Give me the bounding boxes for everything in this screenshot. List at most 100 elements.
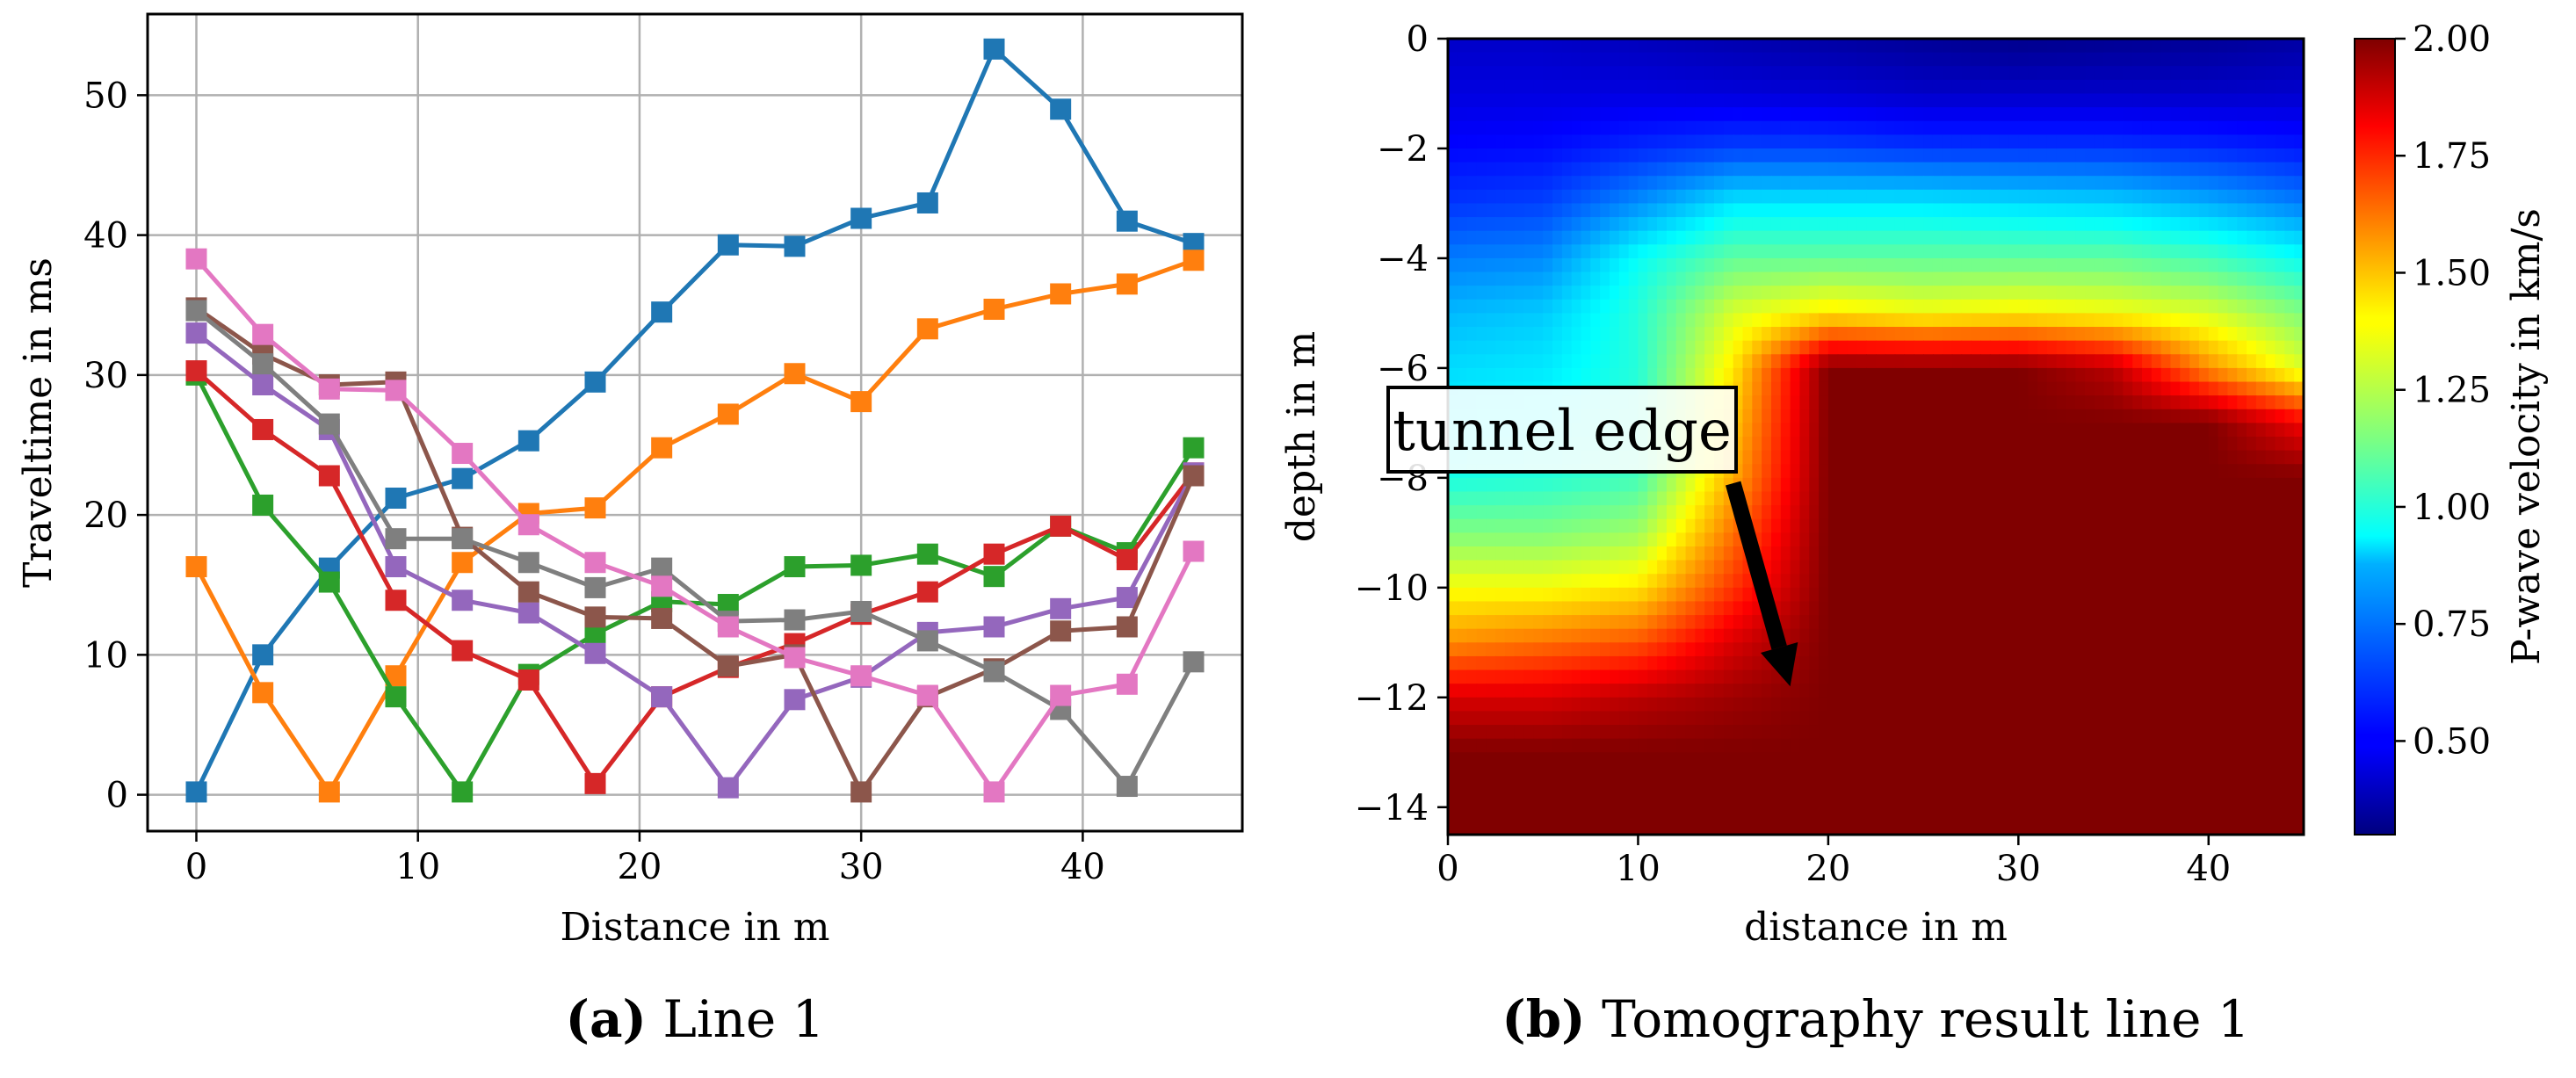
heatmap-cell	[1827, 148, 1839, 163]
heatmap-cell	[2037, 628, 2048, 644]
heatmap-cell	[1523, 532, 1535, 547]
heatmap-cell	[1600, 491, 1610, 506]
heatmap-cell	[1780, 340, 1791, 356]
heatmap-cell	[1980, 477, 1991, 493]
heatmap-cell	[1837, 464, 1849, 479]
heatmap-cell	[1552, 697, 1563, 713]
heatmap-cell	[1989, 669, 2001, 684]
heatmap-cell	[2094, 327, 2105, 342]
heatmap-cell	[1609, 518, 1620, 534]
heatmap-cell	[1618, 120, 1630, 136]
heatmap-cell	[1466, 642, 1478, 657]
heatmap-cell	[2247, 560, 2257, 575]
heatmap-cell	[1466, 711, 1478, 726]
heatmap-cell	[1543, 52, 1553, 68]
heatmap-cell	[2123, 148, 2133, 163]
heatmap-cell	[1600, 189, 1610, 205]
heatmap-cell	[1714, 271, 1725, 286]
heatmap-cell	[1914, 546, 1924, 561]
heatmap-cell	[1837, 669, 1849, 684]
heatmap-cell	[1504, 642, 1516, 657]
data-point	[185, 322, 207, 344]
heatmap-cell	[1876, 327, 1886, 342]
heatmap-cell	[2085, 134, 2095, 149]
heatmap-cell	[1980, 628, 1991, 644]
heatmap-cell	[1466, 697, 1478, 713]
heatmap-cell	[1752, 189, 1762, 205]
heatmap-cell	[2028, 257, 2038, 273]
heatmap-cell	[1876, 532, 1886, 547]
heatmap-cell	[1914, 120, 1924, 136]
heatmap-cell	[1590, 162, 1601, 177]
heatmap-cell	[1457, 217, 1468, 232]
heatmap-cell	[1894, 327, 1906, 342]
heatmap-cell	[1866, 628, 1877, 644]
heatmap-cell	[2208, 271, 2219, 286]
heatmap-cell	[2132, 52, 2143, 68]
heatmap-cell	[1561, 148, 1573, 163]
heatmap-cell	[1932, 574, 1943, 589]
heatmap-cell	[1675, 148, 1687, 163]
heatmap-cell	[2008, 203, 2020, 218]
heatmap-cell	[1723, 560, 1734, 575]
heatmap-cell	[2075, 244, 2086, 259]
data-point	[385, 487, 407, 509]
heatmap-cell	[1904, 313, 1915, 328]
heatmap-cell	[1951, 367, 1963, 383]
heatmap-cell	[1590, 738, 1601, 754]
heatmap-cell	[1504, 313, 1516, 328]
heatmap-cell	[1971, 574, 1981, 589]
heatmap-cell	[1847, 642, 1858, 657]
heatmap-cell	[1476, 711, 1487, 726]
heatmap-cell	[1448, 52, 1458, 68]
heatmap-cell	[1980, 230, 1991, 246]
heatmap-cell	[1590, 286, 1601, 300]
heatmap-cell	[2151, 217, 2162, 232]
heatmap-cell	[1971, 313, 1981, 328]
heatmap-cell	[1723, 546, 1734, 561]
heatmap-cell	[1504, 354, 1516, 369]
heatmap-cell	[1780, 615, 1791, 630]
heatmap-cell	[1609, 257, 1620, 273]
heatmap-cell	[1581, 340, 1592, 356]
heatmap-cell	[2170, 340, 2182, 356]
heatmap-cell	[2132, 518, 2143, 534]
heatmap-cell	[1561, 230, 1573, 246]
heatmap-cell	[1600, 642, 1610, 657]
heatmap-cell	[2037, 39, 2048, 54]
heatmap-cell	[1448, 642, 1458, 657]
heatmap-cell	[1980, 340, 1991, 356]
heatmap-cell	[1609, 189, 1620, 205]
heatmap-cell	[2284, 711, 2295, 726]
heatmap-cell	[2170, 244, 2182, 259]
heatmap-cell	[1533, 655, 1545, 671]
heatmap-cell	[1876, 244, 1886, 259]
heatmap-cell	[1476, 79, 1487, 95]
heatmap-cell	[1961, 367, 1972, 383]
heatmap-cell	[2085, 230, 2095, 246]
heatmap-cell	[2037, 66, 2048, 81]
heatmap-cell	[1799, 93, 1811, 108]
heatmap-cell	[2151, 313, 2162, 328]
heatmap-cell	[1904, 286, 1915, 300]
heatmap-cell	[1799, 684, 1811, 698]
heatmap-cell	[2180, 546, 2190, 561]
heatmap-cell	[1762, 518, 1772, 534]
heatmap-cell	[1923, 189, 1934, 205]
heatmap-cell	[1609, 217, 1620, 232]
heatmap-cell	[1609, 725, 1620, 740]
heatmap-cell	[1980, 39, 1991, 54]
heatmap-cell	[2237, 299, 2247, 315]
heatmap-cell	[2094, 477, 2105, 493]
heatmap-cell	[2075, 354, 2086, 369]
heatmap-cell	[1600, 655, 1610, 671]
heatmap-cell	[2103, 684, 2115, 698]
heatmap-cell	[2237, 491, 2247, 506]
heatmap-cell	[2113, 107, 2124, 122]
heatmap-cell	[2294, 655, 2305, 671]
data-point	[517, 430, 539, 452]
heatmap-cell	[2255, 381, 2267, 396]
heatmap-cell	[2255, 684, 2267, 698]
heatmap-cell	[2180, 327, 2190, 342]
heatmap-cell	[1876, 134, 1886, 149]
